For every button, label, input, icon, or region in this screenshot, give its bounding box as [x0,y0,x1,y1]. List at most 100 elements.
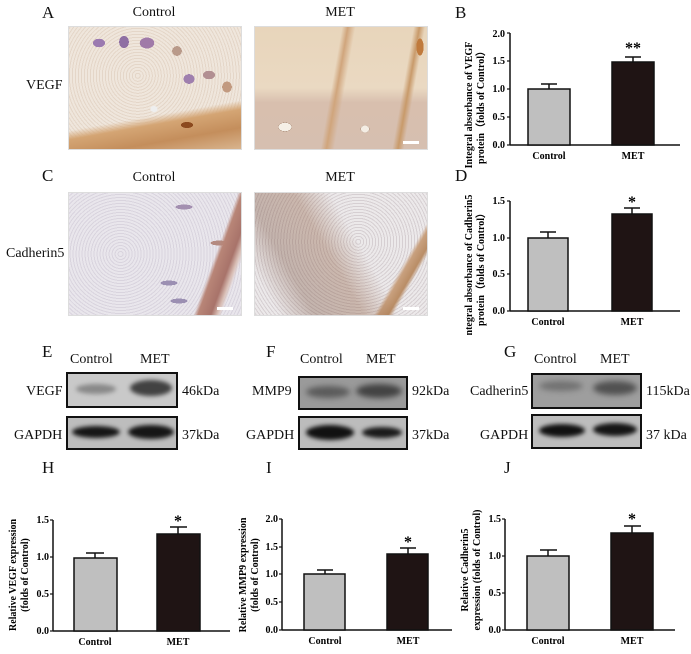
y-tick: 2.0 [493,29,506,40]
blot-label-gapdh: GAPDH [480,428,529,443]
y-axis-label: Integral absorbance of Cadherin5 [464,195,475,335]
y-tick: 0.0 [489,625,502,636]
y-axis-label: Relative MMP9 expression [238,517,249,632]
row-label-cadherin5: Cadherin5 [6,246,65,261]
blot-label-gapdh: GAPDH [246,428,295,443]
y-axis-label: Relative VEGF expression [8,519,19,631]
y-tick: 1.5 [493,56,506,67]
y-tick: 1.5 [266,542,279,553]
blot-label-gapdh: GAPDH [14,428,63,443]
x-label-control: Control [531,317,564,328]
significance-marker: * [628,511,636,528]
panel-letter-a: A [42,3,55,22]
kda-label: 37kDa [412,428,450,443]
blot-label-cadherin5: Cadherin5 [470,384,529,399]
bar-chart-d: Integral absorbance of Cadherin5 protein… [450,165,691,339]
scale-bar [403,141,419,144]
x-label-met: MET [622,151,645,162]
y-tick: 1.0 [37,552,50,563]
bar-met [156,533,201,632]
histology-vegf-control [68,26,242,150]
bar-control [303,573,346,631]
lane-label-control: Control [534,352,577,367]
lane-label-control: Control [70,352,113,367]
panel-letter-i: I [266,458,272,477]
bar-control [527,237,569,312]
blot-vegf [66,372,178,408]
bar-met [611,213,653,312]
significance-marker: * [404,534,412,551]
bar-met [610,532,654,631]
y-tick: 0.5 [37,589,50,600]
blot-gapdh [298,416,408,450]
col-title-control: Control [132,170,176,185]
blot-gapdh [531,414,642,449]
panel-letter-e: E [42,342,53,361]
y-axis-label: Relative Cadherin5 [460,528,471,611]
panel-letter-g: G [504,342,517,361]
x-label-control: Control [531,636,564,647]
x-label-met: MET [621,636,644,647]
significance-marker: * [174,513,182,530]
kda-label: 37 kDa [646,428,687,443]
kda-label: 37kDa [182,428,220,443]
y-axis-label: protein（folds of Control） [474,46,487,164]
lane-label-control: Control [300,352,343,367]
histology-cadherin5-met [254,192,428,316]
panel-letter-b: B [455,3,467,22]
col-title-met: MET [325,170,355,185]
y-tick: 1.0 [493,84,506,95]
y-axis-label: expression (folds of Control) [472,509,483,630]
y-axis-label: Integral absorbance of VEGF [464,42,475,169]
panel-letter-f: F [266,342,276,361]
significance-marker: ** [625,40,641,57]
blot-label-vegf: VEGF [26,384,63,399]
y-axis-label: (folds of Control) [20,538,31,612]
y-tick: 1.0 [266,569,279,580]
lane-label-met: MET [366,352,396,367]
blot-cadherin5 [531,373,642,409]
y-tick: 0.5 [493,269,506,280]
bar-chart-b: Integral absorbance of VEGF protein（fold… [450,0,691,170]
y-tick: 0.0 [266,625,279,636]
bar-control [73,557,118,632]
bar-control [526,555,570,631]
y-tick: 0.0 [37,626,50,637]
y-tick: 1.5 [493,196,506,207]
lane-label-met: MET [140,352,170,367]
panel-letter-j: J [504,458,511,477]
x-label-control: Control [78,637,111,648]
y-tick: 0.0 [493,140,506,151]
y-axis-label: (folds of Control) [250,538,261,612]
lane-label-met: MET [600,352,630,367]
y-tick: 1.5 [37,515,50,526]
significance-marker: * [628,194,636,211]
row-label-vegf: VEGF [26,78,63,93]
kda-label: 115kDa [646,384,690,399]
x-label-control: Control [532,151,565,162]
y-tick: 1.0 [493,233,506,244]
x-label-control: Control [308,636,341,647]
blot-label-mmp9: MMP9 [252,384,292,399]
bar-control [527,88,571,146]
col-title-met: MET [325,5,355,20]
histology-vegf-met [254,26,428,150]
y-tick: 0.5 [266,597,279,608]
bar-chart-j: Relative Cadherin5 expression (folds of … [460,490,691,649]
x-label-met: MET [167,637,190,648]
scale-bar [403,307,419,310]
blot-mmp9 [298,376,408,410]
y-tick: 0.5 [489,588,502,599]
col-title-control: Control [132,5,176,20]
blot-gapdh [66,416,178,450]
histology-cadherin5-control [68,192,242,316]
bar-met [386,553,429,631]
scale-bar [217,307,233,310]
y-tick: 1.0 [489,551,502,562]
x-label-met: MET [397,636,420,647]
bar-chart-i: Relative MMP9 expression (folds of Contr… [230,490,460,649]
kda-label: 92kDa [412,384,450,399]
bar-met [611,61,655,146]
y-tick: 2.0 [266,514,279,525]
kda-label: 46kDa [182,384,220,399]
